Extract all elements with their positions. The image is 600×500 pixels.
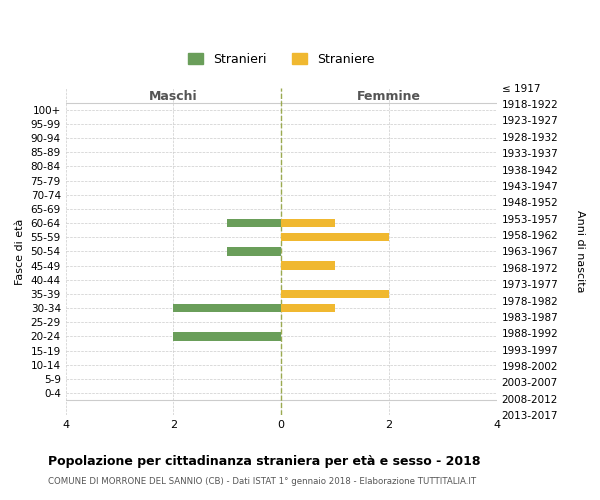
Bar [227, 247, 281, 256]
Text: Popolazione per cittadinanza straniera per età e sesso - 2018: Popolazione per cittadinanza straniera p… [48, 455, 481, 468]
Bar [281, 262, 335, 270]
Y-axis label: Anni di nascita: Anni di nascita [575, 210, 585, 292]
Legend: Stranieri, Straniere: Stranieri, Straniere [183, 48, 379, 71]
Bar [281, 290, 389, 298]
Y-axis label: Fasce di età: Fasce di età [15, 218, 25, 284]
Bar [281, 219, 335, 228]
Bar [227, 219, 281, 228]
Text: Maschi: Maschi [149, 90, 198, 102]
Text: Femmine: Femmine [357, 90, 421, 102]
Bar [281, 233, 389, 241]
Bar [173, 304, 281, 312]
Bar [173, 332, 281, 340]
Bar [281, 304, 335, 312]
Text: COMUNE DI MORRONE DEL SANNIO (CB) - Dati ISTAT 1° gennaio 2018 - Elaborazione TU: COMUNE DI MORRONE DEL SANNIO (CB) - Dati… [48, 478, 476, 486]
